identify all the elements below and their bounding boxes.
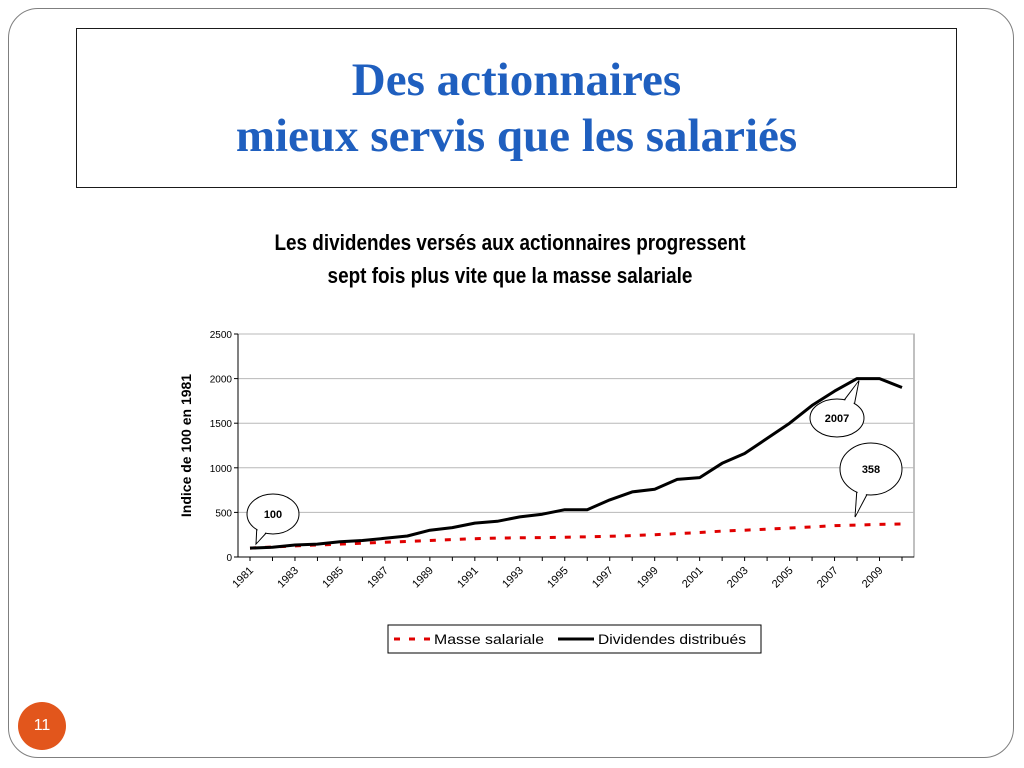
annotation-2007-tail-fill: [844, 382, 859, 407]
y-tick-label: 0: [226, 553, 232, 564]
y-tick-label: 1000: [210, 464, 233, 475]
slide-title-line-1: Des actionnaires: [351, 54, 682, 106]
y-tick-label: 2500: [210, 330, 233, 341]
slide-title-line-2: mieux servis que les salariés: [235, 110, 798, 162]
annotation-100-label: 100: [264, 509, 282, 521]
x-tick-label: 1995: [545, 565, 571, 591]
page-number-badge: 11: [18, 702, 66, 750]
annotation-358-label: 358: [862, 464, 880, 476]
chart-title: Les dividendes versés aux actionnaires p…: [218, 226, 803, 292]
legend-label-dividendes: Dividendes distribués: [598, 631, 746, 647]
x-tick-label: 2001: [680, 565, 706, 591]
y-axis-label: Indice de 100 en 1981: [178, 374, 194, 517]
x-tick-label: 2005: [770, 565, 796, 591]
series-line-masse-salariale: [249, 522, 903, 550]
x-tick-label: 1985: [320, 565, 346, 591]
annotation-2007-bubble: [809, 398, 865, 438]
plot-area: [237, 333, 915, 558]
x-tick-label: 2007: [815, 565, 841, 591]
chart-title-line-1: Les dividendes versés aux actionnaires p…: [274, 230, 746, 255]
y-tick-label: 1500: [210, 419, 233, 430]
annotation-2007-label: 2007: [825, 413, 849, 425]
annotation-358-bubble: [839, 442, 903, 496]
annotation-100-bubble: [246, 493, 300, 535]
x-tick-label: 1987: [365, 565, 391, 591]
x-tick-label: 1999: [635, 565, 661, 591]
y-tick-label: 500: [215, 508, 232, 519]
page-number: 11: [33, 717, 51, 734]
x-tick-label: 2003: [725, 565, 751, 591]
x-tick-label: 1981: [230, 565, 256, 591]
annotation-100-tail-fill: [256, 526, 267, 543]
chart-title-line-2: sept fois plus vite que la masse salaria…: [327, 263, 693, 288]
annotation-358-tail-fill: [855, 488, 868, 516]
series-line-dividendes: [249, 377, 903, 550]
x-tick-label: 1991: [455, 565, 481, 591]
x-tick-label: 1993: [500, 565, 526, 591]
slide-title-box: Des actionnaires mieux servis que les sa…: [76, 28, 957, 188]
x-tick-label: 1997: [590, 565, 616, 591]
x-tick-label: 1989: [410, 565, 436, 591]
y-tick-label: 2000: [210, 375, 233, 386]
legend-label-masse-salariale: Masse salariale: [434, 631, 544, 647]
x-tick-label: 2009: [860, 565, 886, 591]
slide-frame: [8, 8, 1014, 758]
x-tick-label: 1983: [275, 565, 301, 591]
